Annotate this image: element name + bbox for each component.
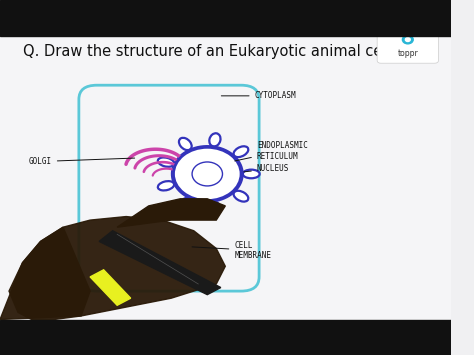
Text: GOLGI: GOLGI [29,157,135,166]
Circle shape [405,38,410,42]
Ellipse shape [234,146,248,157]
Ellipse shape [158,181,174,190]
Bar [0,320,451,355]
Polygon shape [117,199,225,227]
Polygon shape [99,231,221,295]
Ellipse shape [234,191,248,202]
Ellipse shape [158,158,174,167]
Text: ENDOPLASMIC
RETICULUM: ENDOPLASMIC RETICULUM [235,141,308,161]
Text: Q. Draw the structure of an Eukaryotic animal cell.: Q. Draw the structure of an Eukaryotic a… [23,44,395,59]
Polygon shape [9,217,225,320]
Polygon shape [0,227,90,320]
Ellipse shape [210,201,220,215]
Circle shape [402,36,413,44]
Text: CELL
MEMBRANE: CELL MEMBRANE [192,241,271,260]
Polygon shape [90,270,131,305]
FancyBboxPatch shape [377,26,438,63]
Text: CYTOPLASM: CYTOPLASM [221,91,296,100]
Text: toppr: toppr [397,49,418,58]
Ellipse shape [179,138,191,150]
Bar [0,0,451,36]
Bar [0,36,451,320]
Ellipse shape [210,133,220,147]
Ellipse shape [243,170,260,178]
Ellipse shape [179,198,191,210]
Text: NUCLEUS: NUCLEUS [244,164,289,173]
Circle shape [173,147,241,201]
